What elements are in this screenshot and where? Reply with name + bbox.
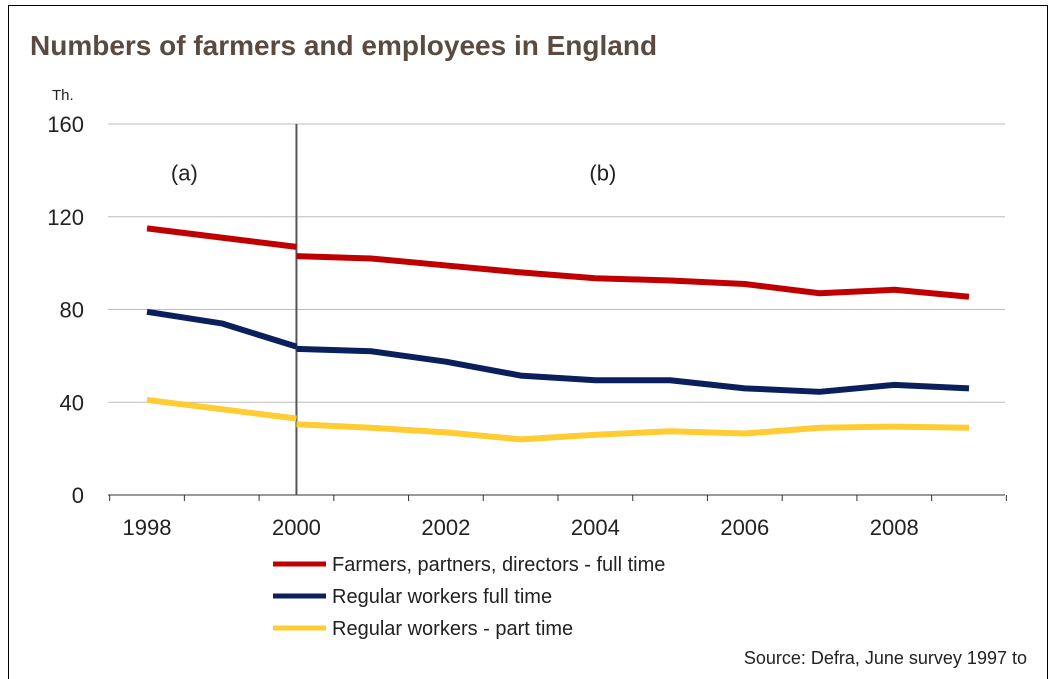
chart-title: Numbers of farmers and employees in Engl… bbox=[30, 30, 658, 61]
x-tick-label-2002: 2002 bbox=[421, 515, 470, 540]
series-line-2-segment-0 bbox=[146, 396, 297, 422]
y-unit-label: Th. bbox=[52, 87, 74, 104]
y-tick-label-120: 120 bbox=[47, 205, 84, 230]
x-tick-label-1998: 1998 bbox=[123, 515, 172, 540]
x-tick-label-2006: 2006 bbox=[720, 515, 769, 540]
period-label-1: (b) bbox=[589, 161, 616, 186]
x-tick-label-2008: 2008 bbox=[870, 515, 919, 540]
y-tick-label-160: 160 bbox=[47, 112, 84, 137]
series-line-1-segment-1 bbox=[296, 345, 970, 395]
legend-label-0: Farmers, partners, directors - full time bbox=[332, 554, 665, 576]
y-tick-label-80: 80 bbox=[60, 298, 84, 323]
chart-frame bbox=[8, 5, 1048, 679]
y-tick-label-0: 0 bbox=[72, 483, 84, 508]
series-line-0-segment-1 bbox=[296, 253, 970, 300]
x-tick-label-2004: 2004 bbox=[571, 515, 620, 540]
legend-label-2: Regular workers - part time bbox=[332, 618, 573, 640]
source-note: Source: Defra, June survey 1997 to bbox=[743, 648, 1027, 668]
series-line-2-segment-1 bbox=[296, 421, 970, 443]
period-label-0: (a) bbox=[171, 161, 198, 186]
x-tick-label-2000: 2000 bbox=[272, 515, 321, 540]
series-line-0-segment-0 bbox=[146, 225, 297, 250]
y-tick-label-40: 40 bbox=[60, 390, 84, 415]
series-line-1-segment-0 bbox=[146, 308, 298, 350]
legend-label-1: Regular workers full time bbox=[332, 586, 552, 608]
